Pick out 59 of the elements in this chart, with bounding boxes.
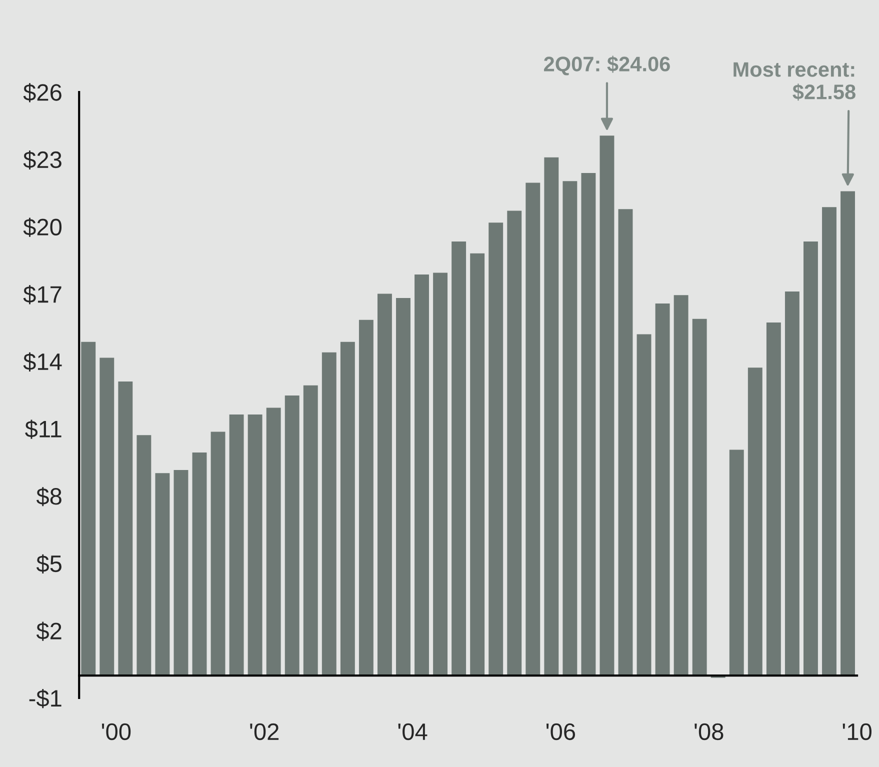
x-tick-label: '08 xyxy=(694,723,724,740)
bar xyxy=(210,432,226,676)
bar xyxy=(229,414,244,676)
y-tick-label: $2 xyxy=(36,622,62,641)
y-tick-label: $17 xyxy=(23,285,62,304)
bar xyxy=(377,294,392,676)
bar xyxy=(692,318,707,676)
x-tick-label: '10 xyxy=(842,723,872,740)
bar xyxy=(266,408,281,676)
y-tick-label: $20 xyxy=(23,218,62,237)
y-tick-label: $11 xyxy=(25,420,62,439)
bar xyxy=(803,242,818,676)
y-tick-label: -$1 xyxy=(29,689,62,708)
bar xyxy=(488,222,504,676)
y-tick-label: $8 xyxy=(36,487,62,506)
bar xyxy=(248,414,262,676)
bar xyxy=(729,450,744,676)
bar xyxy=(581,173,596,676)
bar xyxy=(322,352,336,676)
bar xyxy=(655,303,670,676)
bar xyxy=(526,182,540,676)
bar xyxy=(840,191,855,676)
bar xyxy=(358,320,374,676)
annotation: Most recent: $21.58 xyxy=(734,62,856,101)
bar xyxy=(822,207,836,676)
bar xyxy=(562,181,578,676)
bar xyxy=(544,157,559,676)
bar xyxy=(174,470,188,676)
y-tick-label: $23 xyxy=(23,150,62,170)
bar xyxy=(81,342,96,676)
bar xyxy=(748,368,762,676)
x-tick-label: '06 xyxy=(546,723,576,740)
bar xyxy=(118,382,133,676)
bar xyxy=(433,272,448,676)
bar xyxy=(136,435,152,676)
y-tick-label: $5 xyxy=(36,554,62,574)
bar xyxy=(470,253,485,676)
bar xyxy=(303,385,318,676)
bar xyxy=(674,295,688,676)
x-tick-label: '00 xyxy=(102,723,131,740)
annotation: 2Q07: $24.06 xyxy=(544,56,670,76)
bar xyxy=(340,342,355,676)
bar xyxy=(452,242,466,676)
bar xyxy=(507,210,522,676)
bar xyxy=(284,395,300,676)
bar xyxy=(600,136,614,676)
bar xyxy=(396,298,410,676)
bar xyxy=(155,473,170,676)
bar xyxy=(414,274,429,676)
bar xyxy=(618,209,633,676)
bar xyxy=(766,322,781,676)
x-tick-label: '02 xyxy=(250,723,279,740)
bar xyxy=(192,452,207,676)
bar xyxy=(100,358,114,676)
bar xyxy=(636,334,652,676)
y-tick-label: $14 xyxy=(23,352,62,372)
y-tick-label: $26 xyxy=(23,83,62,102)
x-tick-label: '04 xyxy=(398,723,428,740)
bar xyxy=(784,292,800,676)
